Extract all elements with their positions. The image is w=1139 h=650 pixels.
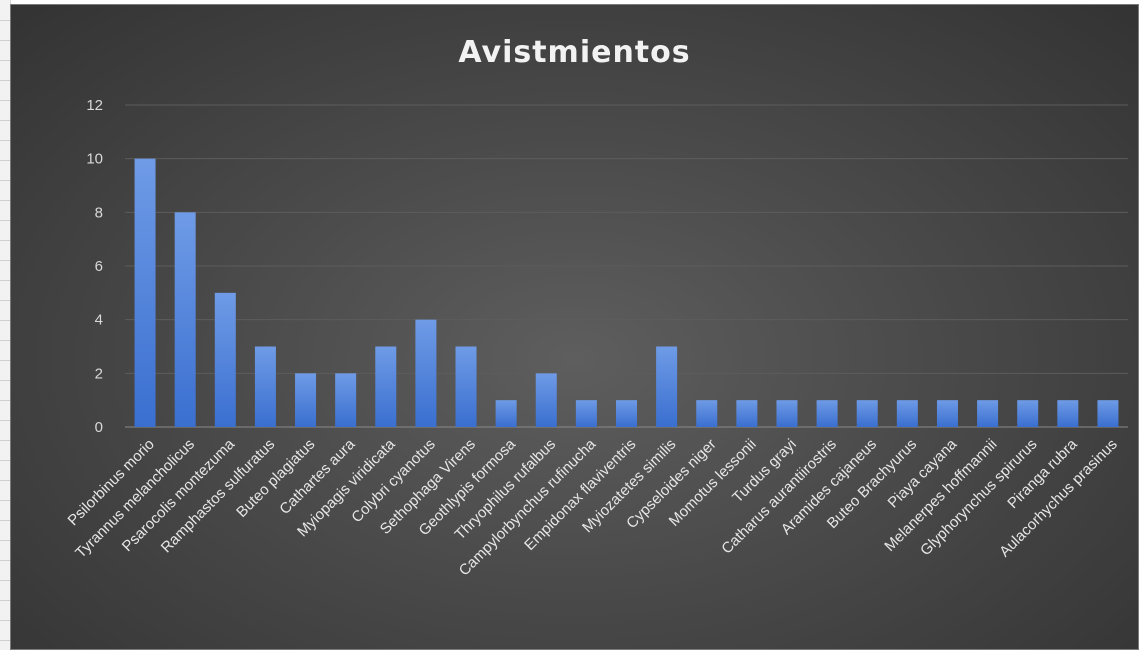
y-tick-label: 0 [95, 419, 103, 436]
y-tick-label: 2 [95, 365, 103, 382]
bar[interactable] [335, 373, 357, 427]
bar[interactable] [1017, 400, 1039, 427]
bar[interactable] [495, 400, 517, 427]
bar[interactable] [616, 400, 637, 427]
bar[interactable] [575, 400, 597, 427]
y-tick-label: 6 [95, 258, 103, 275]
bar[interactable] [134, 158, 156, 427]
bar[interactable] [696, 400, 718, 427]
bar[interactable] [736, 400, 758, 427]
bar[interactable] [816, 400, 838, 427]
bar[interactable] [535, 373, 557, 427]
bar[interactable] [776, 400, 798, 427]
y-tick-label: 8 [95, 204, 103, 221]
bar[interactable] [856, 400, 878, 427]
bar[interactable] [936, 400, 958, 427]
bar[interactable] [896, 400, 918, 427]
bar[interactable] [656, 346, 678, 428]
bar[interactable] [455, 346, 477, 428]
y-tick-label: 4 [95, 312, 103, 329]
bar[interactable] [295, 373, 317, 427]
bar[interactable] [375, 346, 397, 428]
chart-title: Avistmientos [458, 35, 691, 70]
bar[interactable] [1057, 400, 1079, 427]
bar[interactable] [415, 319, 437, 427]
bar[interactable] [1097, 400, 1119, 427]
bar[interactable] [214, 292, 236, 427]
bar[interactable] [254, 346, 276, 428]
chart-area[interactable]: Avistmientos 0 2 4 6 8 10 12 Psilorbinus morio… [10, 4, 1139, 650]
bar[interactable] [174, 212, 196, 427]
y-tick-label: 10 [86, 151, 103, 168]
bar[interactable] [977, 400, 999, 427]
y-tick-label: 12 [86, 97, 103, 114]
